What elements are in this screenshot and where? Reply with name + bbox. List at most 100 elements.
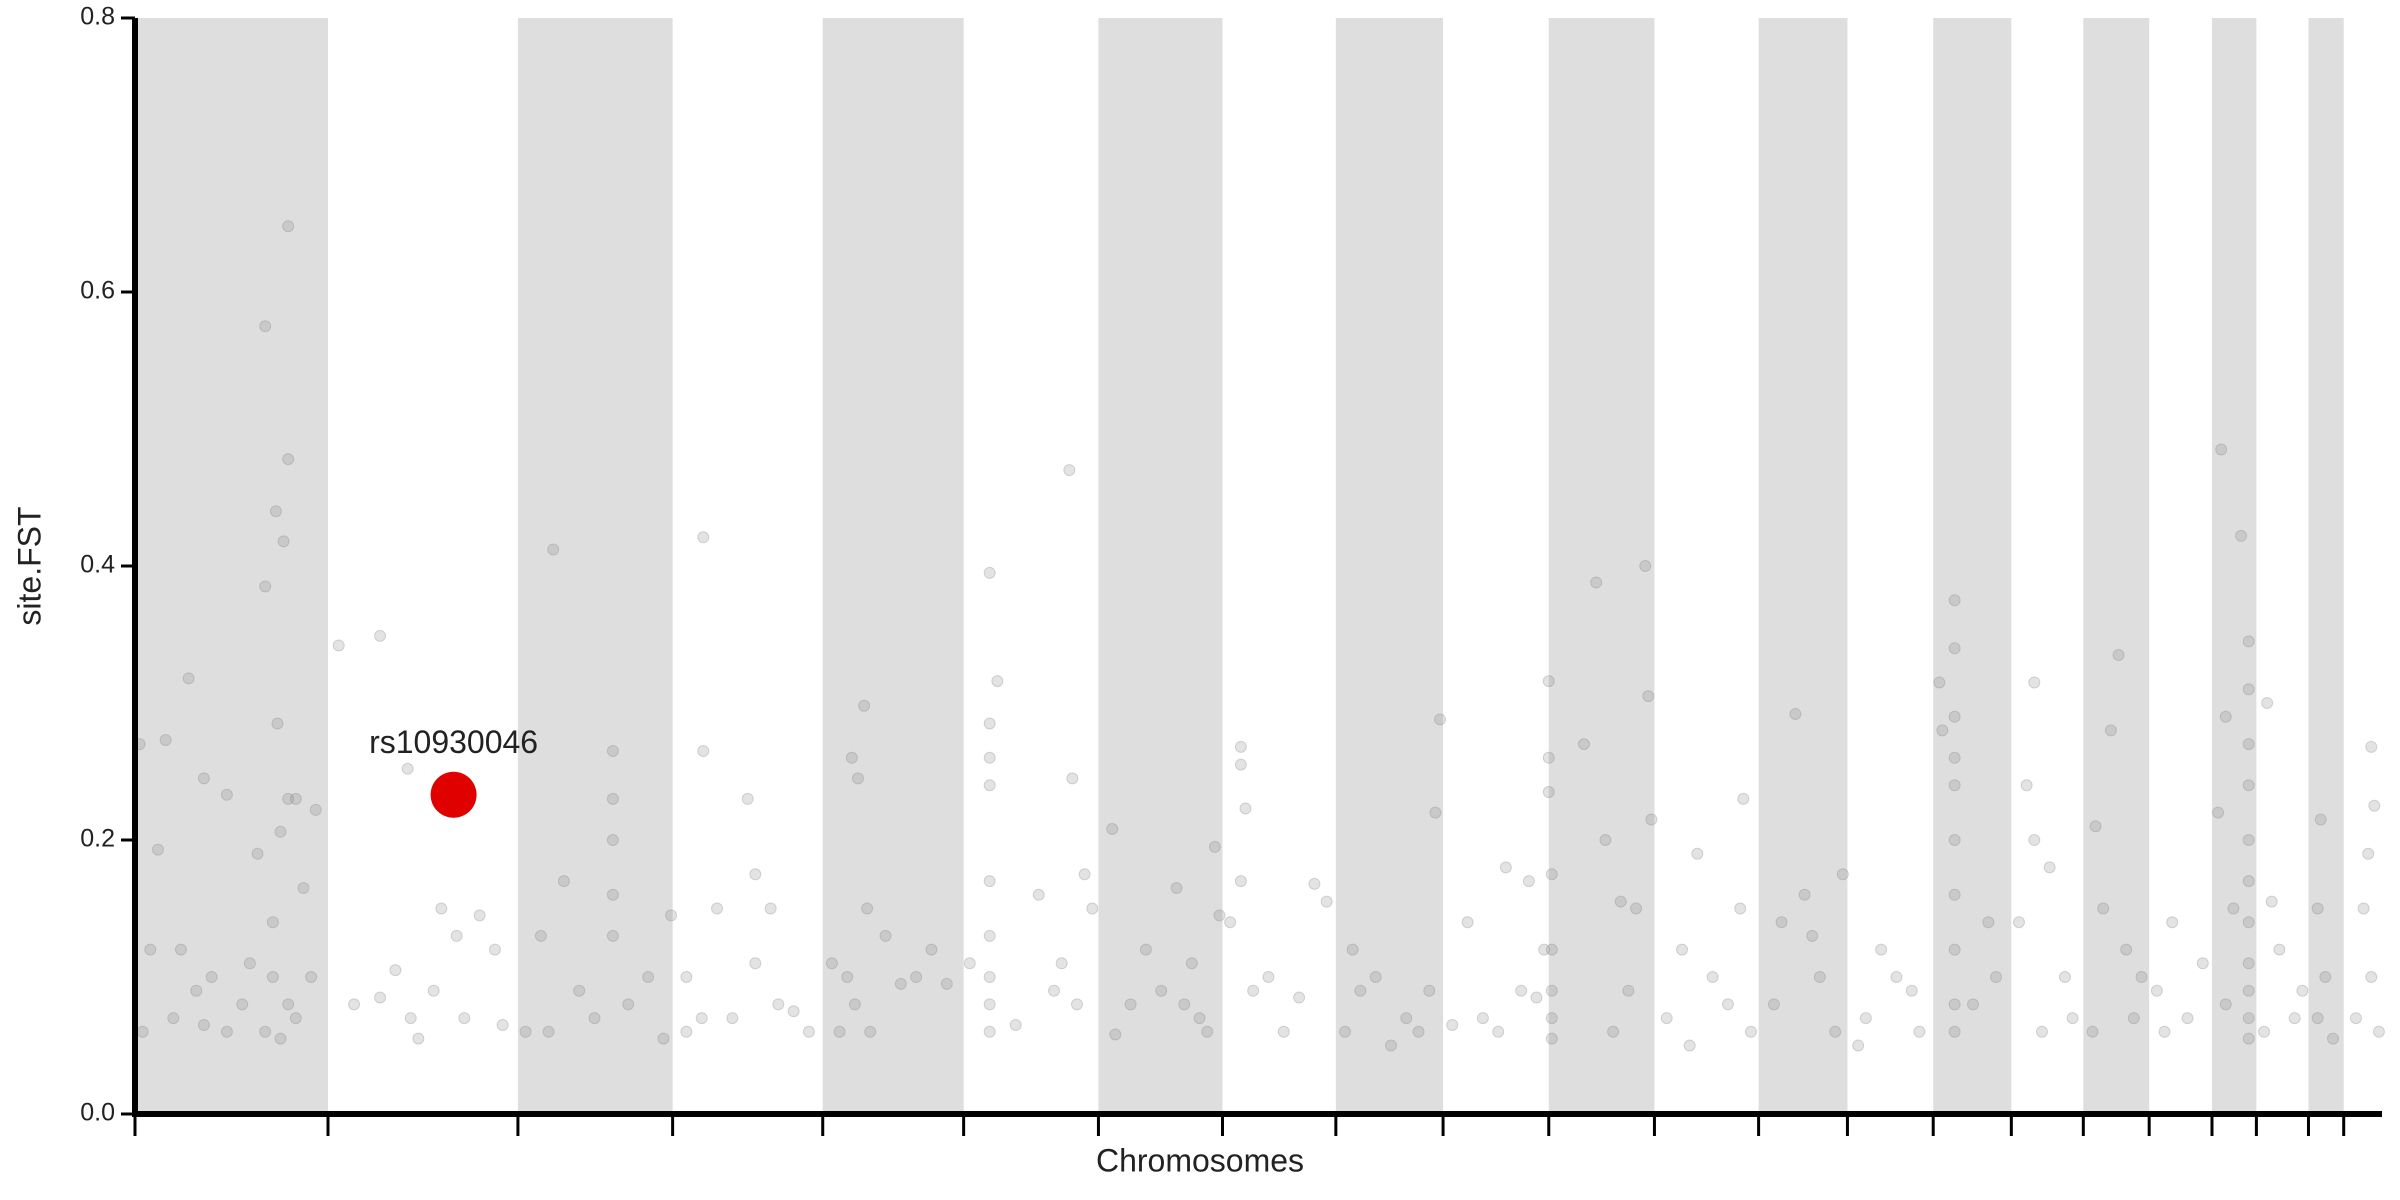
point xyxy=(1429,806,1442,819)
point xyxy=(1829,1025,1842,1038)
chromosome-band xyxy=(135,18,328,1114)
point xyxy=(2242,834,2255,846)
point xyxy=(1293,991,1306,1004)
point xyxy=(542,1025,555,1038)
point xyxy=(894,977,907,990)
point xyxy=(1542,786,1555,799)
point xyxy=(606,929,619,942)
point xyxy=(2020,779,2033,792)
point xyxy=(1538,943,1551,956)
point xyxy=(1607,1025,1620,1038)
point xyxy=(1048,984,1061,997)
point xyxy=(1691,847,1704,860)
point xyxy=(2365,740,2378,753)
point xyxy=(1106,823,1119,836)
point xyxy=(2273,943,2286,956)
point xyxy=(1170,881,1183,894)
point xyxy=(2120,943,2133,956)
point xyxy=(190,984,203,997)
point xyxy=(2242,957,2255,970)
point xyxy=(2028,676,2041,689)
point xyxy=(473,909,486,922)
point xyxy=(983,929,996,942)
point xyxy=(259,580,272,593)
point xyxy=(1224,916,1237,929)
point xyxy=(1308,877,1321,890)
point xyxy=(1492,1025,1505,1038)
point xyxy=(488,943,501,956)
point xyxy=(2242,1032,2255,1045)
point xyxy=(1683,1039,1696,1052)
point xyxy=(427,984,440,997)
point xyxy=(1412,1025,1425,1038)
point xyxy=(2242,779,2255,792)
y-axis-label: site.FST xyxy=(11,506,47,625)
point xyxy=(2349,1012,2362,1025)
point xyxy=(151,843,164,856)
point xyxy=(266,916,279,929)
point xyxy=(1990,971,2003,983)
point xyxy=(1339,1025,1352,1038)
y-tick-label: 0.6 xyxy=(80,277,115,305)
point xyxy=(697,531,710,544)
point xyxy=(983,1025,996,1038)
point xyxy=(1461,916,1474,929)
point xyxy=(277,535,290,548)
point xyxy=(879,929,892,942)
point xyxy=(309,803,322,816)
point xyxy=(573,984,586,997)
point xyxy=(2112,649,2125,662)
point xyxy=(851,772,864,785)
point xyxy=(848,998,861,1011)
point xyxy=(2058,971,2071,983)
point xyxy=(2314,813,2327,826)
point xyxy=(197,772,210,785)
chromosome-band xyxy=(1548,18,1655,1114)
point xyxy=(1645,813,1658,826)
point xyxy=(1476,1012,1489,1025)
point xyxy=(282,220,295,233)
chromosome-band xyxy=(2211,18,2257,1114)
point xyxy=(243,957,256,970)
point xyxy=(983,566,996,579)
point xyxy=(983,971,996,983)
point xyxy=(910,971,923,983)
point xyxy=(282,792,295,805)
chromosome-bands xyxy=(135,18,2344,1114)
point xyxy=(174,943,187,956)
point xyxy=(1948,998,1961,1011)
point xyxy=(1247,984,1260,997)
highlight-label: rs10930046 xyxy=(369,724,538,760)
point xyxy=(167,1012,180,1025)
point xyxy=(1767,998,1780,1011)
point xyxy=(749,868,762,881)
point xyxy=(2319,971,2332,983)
point xyxy=(332,639,345,652)
point xyxy=(726,1012,739,1025)
point xyxy=(695,1012,708,1025)
point xyxy=(236,998,249,1011)
point xyxy=(1676,943,1689,956)
point xyxy=(182,672,195,685)
point xyxy=(1913,1025,1926,1038)
point xyxy=(983,779,996,792)
point xyxy=(772,998,785,1011)
point xyxy=(2242,635,2255,648)
point xyxy=(940,977,953,990)
point xyxy=(1262,971,1275,983)
point xyxy=(259,320,272,333)
point xyxy=(642,971,655,983)
point xyxy=(1905,984,1918,997)
point xyxy=(1234,875,1247,888)
point xyxy=(1744,1025,1757,1038)
point xyxy=(259,1025,272,1038)
point xyxy=(1032,888,1045,901)
point xyxy=(606,834,619,846)
point xyxy=(963,957,976,970)
point xyxy=(2242,875,2255,888)
point xyxy=(802,1025,815,1038)
point xyxy=(1201,1025,1214,1038)
point xyxy=(2326,1032,2339,1045)
point xyxy=(251,847,264,860)
point xyxy=(1789,707,1802,720)
